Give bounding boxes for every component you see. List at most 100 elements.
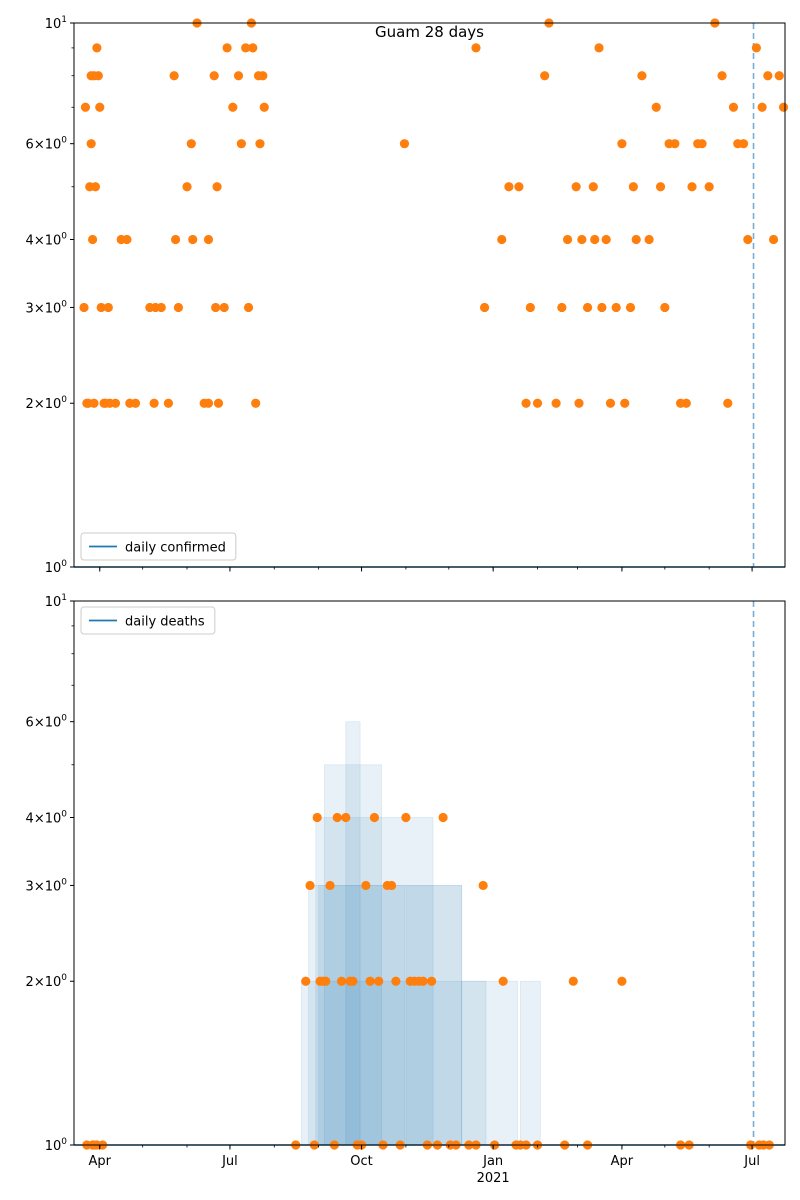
deaths-panel: 100 2×100 3×100 4×100 6×100 101 Apr Jul Oct Jan Ap… xyxy=(26,593,786,1186)
data-point xyxy=(568,976,578,986)
data-point xyxy=(222,43,232,53)
data-point xyxy=(660,302,670,313)
y-tick-label: 3×100 xyxy=(26,299,68,316)
data-point xyxy=(514,182,524,192)
data-point xyxy=(248,43,258,53)
data-point xyxy=(251,398,261,408)
data-point xyxy=(582,302,593,313)
data-point xyxy=(611,302,621,313)
x-tick-label: Jan xyxy=(482,1154,503,1169)
data-point xyxy=(213,398,224,408)
y-tick-label: 101 xyxy=(45,15,67,32)
data-point xyxy=(312,812,322,823)
data-point xyxy=(332,812,342,823)
data-point xyxy=(751,43,761,53)
data-point xyxy=(305,880,315,891)
plot-frame xyxy=(73,22,786,568)
data-point xyxy=(590,234,600,245)
spread-band xyxy=(301,980,487,1146)
y-tick-label: 100 xyxy=(45,1137,68,1154)
data-point xyxy=(399,139,410,149)
data-point xyxy=(637,71,647,81)
x-tick-label: Jul xyxy=(221,1154,238,1169)
data-point xyxy=(122,234,132,245)
data-point xyxy=(212,182,222,192)
data-point xyxy=(651,102,661,112)
x-tick-label: Oct xyxy=(350,1154,372,1169)
data-point xyxy=(438,812,448,823)
spread-band xyxy=(318,885,405,1146)
data-point xyxy=(258,71,268,81)
data-point xyxy=(601,234,611,245)
data-point xyxy=(628,182,638,192)
data-point xyxy=(211,302,221,313)
data-point xyxy=(95,102,105,112)
data-point xyxy=(86,139,96,149)
data-point xyxy=(228,102,238,112)
data-point xyxy=(774,71,784,81)
data-point xyxy=(243,302,254,313)
chart-title: Guam 28 days xyxy=(375,23,484,41)
data-point xyxy=(557,302,567,313)
data-point xyxy=(93,71,103,81)
data-point xyxy=(188,234,198,245)
data-point xyxy=(173,302,184,313)
data-point xyxy=(670,139,680,149)
legend-box xyxy=(80,532,237,561)
data-point xyxy=(723,398,733,408)
data-point xyxy=(169,71,179,81)
data-point xyxy=(348,976,358,986)
data-point xyxy=(768,234,779,245)
data-point xyxy=(631,234,641,245)
data-point xyxy=(625,302,636,313)
y-tick-label: 6×100 xyxy=(26,136,68,153)
y-tick-label: 4×100 xyxy=(26,231,68,248)
x-tick-label: Jul xyxy=(743,1154,760,1169)
data-point xyxy=(757,102,767,112)
data-point xyxy=(717,71,727,81)
data-point xyxy=(577,234,587,245)
data-point xyxy=(471,43,481,53)
data-point xyxy=(497,234,507,245)
data-point xyxy=(149,398,159,408)
data-point xyxy=(738,139,749,149)
legend-label: daily confirmed xyxy=(125,541,226,556)
data-point xyxy=(620,398,630,408)
data-point xyxy=(186,139,196,149)
data-point xyxy=(170,234,181,245)
data-point xyxy=(386,880,397,891)
y-tick-label: 3×100 xyxy=(26,877,68,894)
data-point xyxy=(219,302,229,313)
legend-label: daily deaths xyxy=(125,615,205,630)
x-tick-label: Apr xyxy=(89,1154,112,1169)
data-point xyxy=(130,398,141,408)
data-point xyxy=(209,71,219,81)
data-point xyxy=(90,182,101,192)
data-point xyxy=(401,812,411,823)
data-point xyxy=(588,182,598,192)
data-point xyxy=(361,880,371,891)
data-point xyxy=(203,398,214,408)
data-point xyxy=(374,976,384,986)
legend: daily deaths xyxy=(80,606,216,635)
spread-band xyxy=(323,764,382,1146)
y-tick-label: 6×100 xyxy=(26,714,68,731)
plot-frame xyxy=(73,600,786,1146)
spread-band xyxy=(461,980,518,1146)
data-point xyxy=(605,398,616,408)
data-point xyxy=(597,302,607,313)
y-tick-label: 100 xyxy=(45,559,68,576)
data-point xyxy=(697,139,707,149)
data-point xyxy=(255,139,265,149)
data-point xyxy=(521,398,531,408)
data-point xyxy=(87,234,98,245)
legend-box xyxy=(80,606,216,635)
data-point xyxy=(241,43,251,53)
x-year-label: 2021 xyxy=(477,1171,510,1186)
data-point xyxy=(341,812,351,823)
data-point xyxy=(103,302,113,313)
data-point xyxy=(617,976,627,986)
y-tick-label: 4×100 xyxy=(26,809,68,826)
data-point xyxy=(236,139,246,149)
